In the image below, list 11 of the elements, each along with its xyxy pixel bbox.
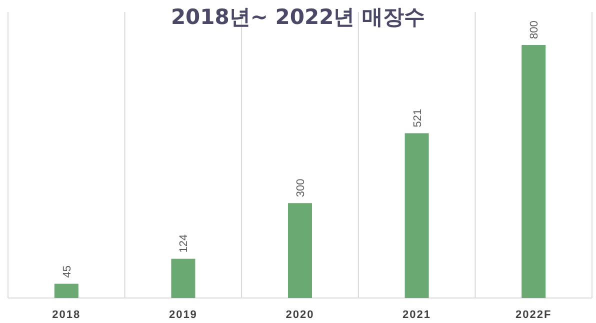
x-tick-label: 2019 bbox=[168, 309, 198, 321]
x-tick-label: 2018 bbox=[52, 309, 81, 321]
chart-title: 2018년~ 2022년 매장수 bbox=[170, 5, 426, 29]
x-tick-label: 2021 bbox=[402, 309, 432, 321]
data-label: 300 bbox=[295, 178, 307, 198]
x-tick-label: 2022F bbox=[516, 309, 552, 321]
data-label: 521 bbox=[412, 108, 424, 128]
data-label: 800 bbox=[528, 20, 541, 39]
data-label: 45 bbox=[61, 266, 74, 278]
x-tick-label: 2020 bbox=[286, 309, 314, 321]
data-label: 124 bbox=[178, 234, 190, 253]
